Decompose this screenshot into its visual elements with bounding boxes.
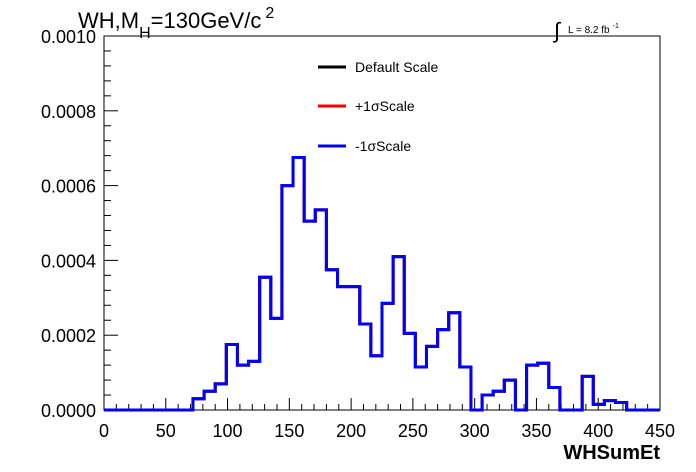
chart-title: WH,MH=130GeV/c 2: [78, 5, 274, 42]
lumi-integral: ∫: [552, 18, 562, 43]
title-rest: =130GeV/c: [151, 8, 262, 33]
x-tick-label: 200: [336, 421, 366, 441]
title-subscript: H: [139, 25, 151, 42]
legend-label-default: Default Scale: [355, 59, 438, 75]
lumi-superscript: -1: [613, 23, 619, 30]
series-line-0: [104, 156, 660, 412]
x-tick-label: 100: [213, 421, 243, 441]
legend-label-plus1sigma: +1σScale: [355, 98, 415, 114]
x-tick-label: 350: [521, 421, 551, 441]
y-tick-label: 0.0008: [41, 102, 96, 122]
x-tick-label: 0: [99, 421, 109, 441]
title-superscript: 2: [265, 5, 274, 22]
title-main: WH,M: [78, 8, 139, 33]
lumi-text: L = 8.2 fb: [568, 25, 610, 36]
y-axis-ticks: 0.0000 0.0002 0.0004 0.0006 0.0008 0.0010: [41, 27, 118, 421]
legend-label-minus1sigma: -1σScale: [355, 138, 411, 154]
lumi-label: L = 8.2 fb -1: [568, 23, 619, 36]
y-tick-label: 0.0004: [41, 251, 96, 271]
y-tick-label: 0.0000: [41, 401, 96, 421]
x-tick-label: 300: [460, 421, 490, 441]
x-axis-ticks: 0 50 100 150 200 250 300 350 400 450: [99, 398, 675, 441]
y-tick-label: 0.0010: [41, 27, 96, 47]
y-tick-label: 0.0006: [41, 177, 96, 197]
x-tick-label: 150: [274, 421, 304, 441]
x-tick-label: 450: [645, 421, 675, 441]
x-axis-label: WHSumEt: [563, 442, 660, 464]
legend: Default Scale +1σScale -1σScale: [318, 59, 438, 154]
y-tick-label: 0.0002: [41, 326, 96, 346]
frame: [103, 35, 661, 411]
x-tick-label: 400: [583, 421, 613, 441]
x-tick-label: 50: [156, 421, 176, 441]
series-line-1: [104, 156, 660, 412]
x-tick-label: 250: [398, 421, 428, 441]
series-layer: [104, 156, 660, 412]
series-line-2: [104, 156, 660, 412]
